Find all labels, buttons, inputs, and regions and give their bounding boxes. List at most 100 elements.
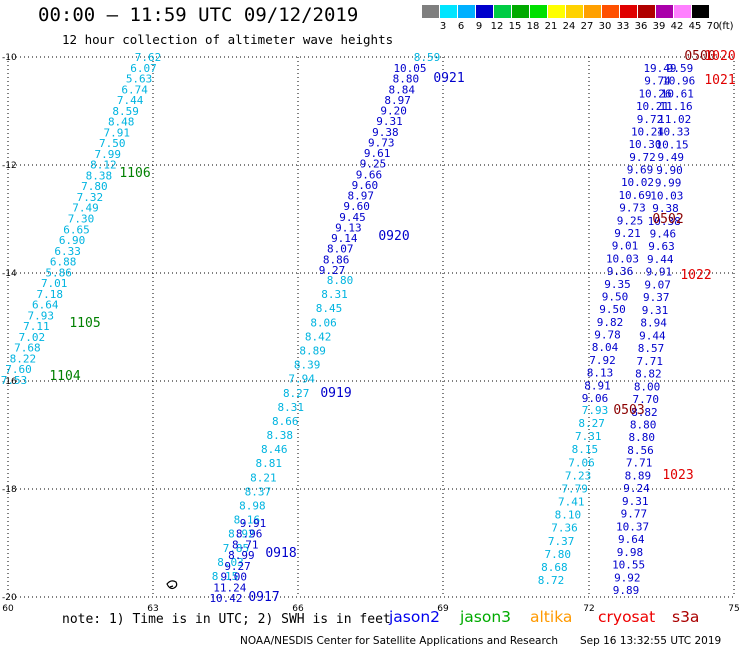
wave-height-value: 9.07 [644, 278, 671, 291]
wave-height-value: 8.15 [212, 570, 239, 583]
wave-height-value: 9.78 [594, 329, 621, 342]
wave-height-value: 8.37 [245, 485, 272, 498]
legend-swatch [494, 5, 511, 18]
wave-height-value: 7.18 [36, 288, 63, 301]
wave-height-value: 8.82 [635, 368, 662, 381]
wave-height-value: 9.61 [364, 147, 391, 160]
wave-height-value: 7.92 [589, 354, 616, 367]
wave-height-value: 8.84 [389, 83, 416, 96]
wave-height-value: 6.07 [130, 62, 157, 75]
wave-height-value: 9.50 [602, 290, 629, 303]
legend-swatch-label: 21 [544, 21, 558, 32]
wave-height-value: 9.60 [352, 179, 379, 192]
wave-height-value: 8.31 [321, 288, 348, 301]
wave-height-value: 8.80 [629, 431, 656, 444]
wave-height-value: 9.74 [644, 75, 671, 88]
wave-height-value: 6.33 [54, 245, 81, 258]
wave-height-value: 8.82 [631, 406, 658, 419]
legend-swatch [458, 5, 475, 18]
legend-swatch [548, 5, 565, 18]
wave-height-value: 8.72 [538, 574, 565, 587]
legend-swatch-label: 15 [508, 21, 522, 32]
legend-jason3: jason3 [460, 608, 512, 626]
wave-height-value: 7.70 [633, 393, 660, 406]
legend-swatch-label: 6 [457, 21, 465, 32]
lat-tick-label: -20 [2, 593, 17, 603]
track-time-label: 1022 [680, 268, 711, 283]
legend-swatch-label: 36 [634, 21, 648, 32]
wave-height-value: 9.44 [647, 253, 674, 266]
legend-swatch-label: 18 [526, 21, 540, 32]
wave-height-value: 8.91 [584, 379, 611, 392]
legend-jason2: jason2 [389, 608, 441, 626]
wave-height-value: 19.49 [643, 62, 676, 75]
wave-height-value: 6.90 [59, 234, 86, 247]
wave-height-value: 8.42 [305, 330, 332, 343]
track-time-label: 1106 [119, 166, 150, 181]
lon-tick-label: 66 [292, 604, 304, 614]
wave-height-value: 8.57 [638, 342, 665, 355]
lon-tick-label: 75 [728, 604, 739, 614]
wave-height-value: 10.96 [662, 75, 695, 88]
legend-swatch [674, 5, 691, 18]
wave-height-value: 7.36 [551, 522, 578, 535]
wave-height-value: 8.59 [112, 105, 139, 118]
legend-swatch-label: 9 [475, 21, 483, 32]
land-mass [166, 580, 178, 590]
wave-height-value: 10.42 [209, 592, 242, 605]
wave-height-value: 7.80 [81, 180, 108, 193]
wave-height-value: 9.06 [582, 392, 609, 405]
wave-height-value: 8.06 [310, 316, 337, 329]
wave-height-tracks: 7.626.075.636.747.448.598.487.917.507.99… [1, 51, 695, 605]
wave-height-value: 9.27 [224, 560, 251, 573]
wave-height-value: 6.74 [121, 83, 148, 96]
lon-tick-label: 72 [583, 604, 594, 614]
wave-height-value: 7.71 [626, 457, 653, 470]
wave-height-value: 9.27 [319, 264, 346, 277]
wave-height-value: 7.91 [103, 126, 130, 139]
legend-swatch-label: 39 [652, 21, 666, 32]
wave-height-value: 8.10 [555, 509, 582, 522]
legend-swatch-label: 24 [562, 21, 576, 32]
wave-height-value: 10.15 [656, 138, 689, 151]
wave-height-value: 8.80 [327, 274, 354, 287]
wave-height-value: 6.88 [50, 256, 77, 269]
wave-height-value: 8.16 [234, 514, 261, 527]
wave-height-value: 10.37 [616, 520, 649, 533]
wave-height-value: 7.44 [117, 94, 144, 107]
wave-height-value: 7.06 [568, 456, 595, 469]
wave-height-value: 9.91 [240, 517, 267, 530]
footer-note: note: 1) Time is in UTC; 2) SWH is in fe… [62, 612, 391, 627]
wave-height-value: 7.02 [19, 331, 46, 344]
wave-height-value: 9.73 [368, 136, 395, 149]
wave-height-value: 8.04 [592, 341, 619, 354]
legend-swatch-label: 42 [670, 21, 684, 32]
wave-height-value: 9.25 [360, 158, 387, 171]
wave-height-value: 9.25 [617, 214, 644, 227]
wave-height-value: 7.79 [561, 482, 588, 495]
wave-height-value: 8.94 [640, 317, 667, 330]
wave-height-value: 9.72 [629, 151, 656, 164]
wave-height-value: 7.01 [41, 277, 68, 290]
wave-height-value: 9.92 [614, 571, 641, 584]
wave-height-value: 8.22 [10, 352, 37, 365]
wave-height-value: 9.45 [339, 211, 366, 224]
track-time-label: 0917 [248, 590, 279, 605]
wave-height-value: 9.37 [643, 291, 670, 304]
legend-swatch [440, 5, 457, 18]
track-time-label: 0921 [433, 71, 464, 86]
lon-tick-label: 63 [147, 604, 158, 614]
wave-height-value: 8.48 [108, 116, 135, 129]
wave-height-value: 9.59 [667, 62, 694, 75]
wave-height-value: 8.68 [541, 561, 568, 574]
wave-height-value: 10.05 [393, 62, 426, 75]
wave-height-value: 9.24 [623, 482, 650, 495]
wave-height-value: 9.64 [618, 533, 645, 546]
wave-height-value: 7.30 [68, 213, 95, 226]
wave-height-value: 10.30 [628, 138, 661, 151]
wave-height-value: 7.41 [558, 496, 585, 509]
legend-swatch-label: 33 [616, 21, 630, 32]
legend-swatch-label: 45 [688, 21, 702, 32]
wave-height-value: 8.66 [272, 415, 299, 428]
wave-height-value: 10.24 [631, 125, 664, 138]
